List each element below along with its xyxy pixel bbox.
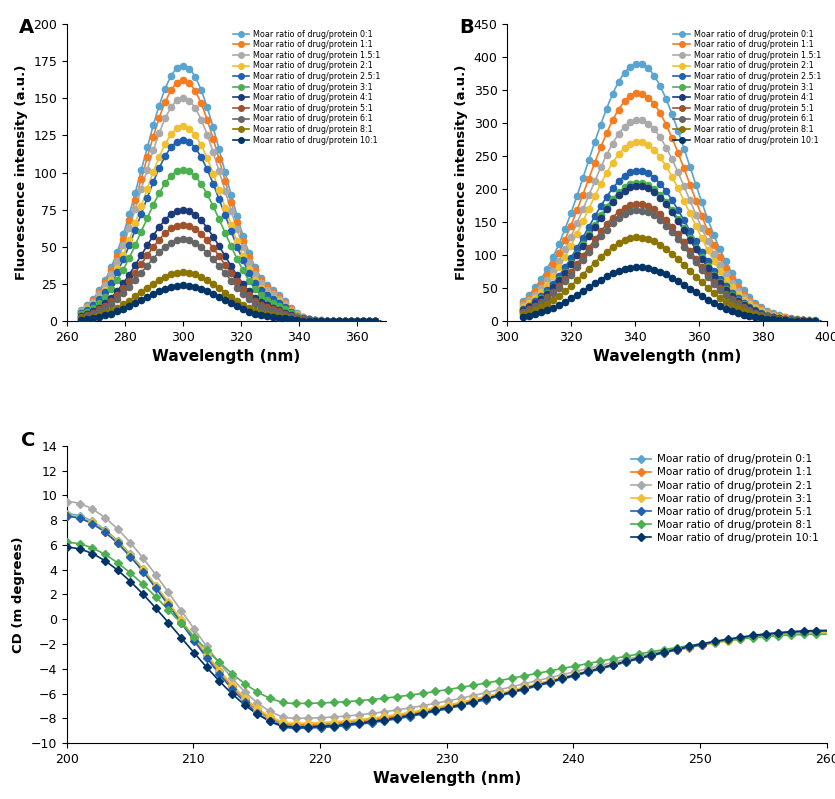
X-axis label: Wavelength (nm): Wavelength (nm) xyxy=(372,771,521,786)
Y-axis label: Fluorescence intensity (a.u.): Fluorescence intensity (a.u.) xyxy=(15,65,28,280)
Text: B: B xyxy=(459,18,474,37)
Text: A: A xyxy=(19,18,34,37)
X-axis label: Wavelength (nm): Wavelength (nm) xyxy=(593,349,741,364)
Text: C: C xyxy=(21,431,36,450)
Legend: Moar ratio of drug/protein 0:1, Moar ratio of drug/protein 1:1, Moar ratio of dr: Moar ratio of drug/protein 0:1, Moar rat… xyxy=(231,28,382,146)
Legend: Moar ratio of drug/protein 0:1, Moar ratio of drug/protein 1:1, Moar ratio of dr: Moar ratio of drug/protein 0:1, Moar rat… xyxy=(672,28,822,146)
Legend: Moar ratio of drug/protein 0:1, Moar ratio of drug/protein 1:1, Moar ratio of dr: Moar ratio of drug/protein 0:1, Moar rat… xyxy=(627,451,822,547)
Y-axis label: Fluorescence intensity (a.u.): Fluorescence intensity (a.u.) xyxy=(455,65,468,280)
X-axis label: Wavelength (nm): Wavelength (nm) xyxy=(152,349,301,364)
Y-axis label: CD (m degrees): CD (m degrees) xyxy=(13,536,25,653)
